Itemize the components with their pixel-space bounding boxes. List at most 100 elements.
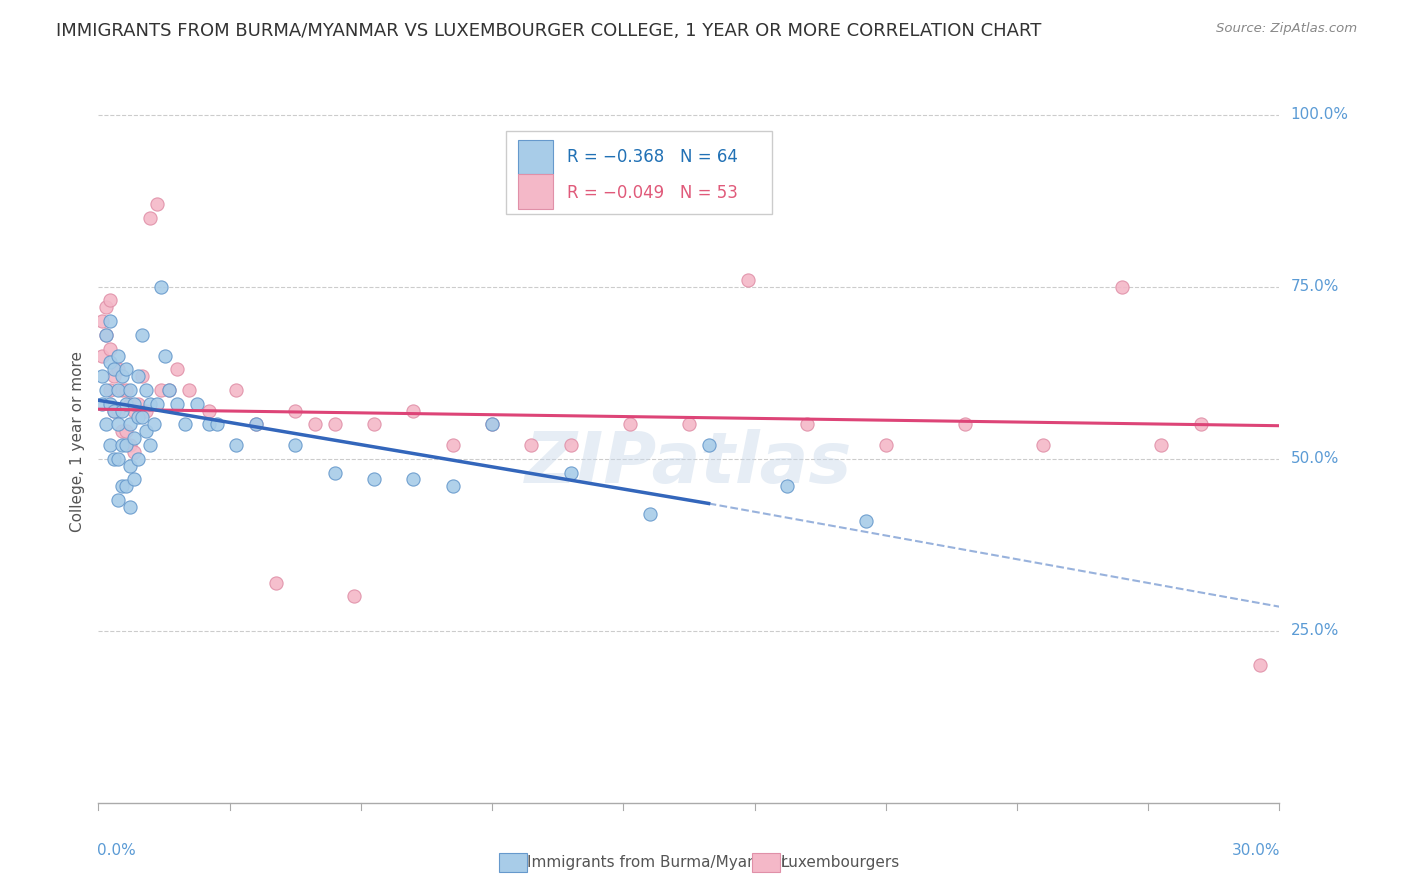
Point (131, 327, 153, 342)
FancyBboxPatch shape (506, 131, 772, 214)
Point (138, 397, 160, 411)
Point (560, 438, 582, 452)
Point (107, 417, 129, 432)
Point (98, 355, 121, 369)
Text: Immigrants from Burma/Myanmar: Immigrants from Burma/Myanmar (527, 855, 787, 870)
Point (1111, 279, 1133, 293)
Point (197, 403, 219, 417)
Point (560, 466, 582, 480)
Point (697, 438, 720, 452)
Text: 30.0%: 30.0% (1232, 843, 1281, 857)
Point (284, 438, 307, 452)
Point (481, 417, 503, 432)
Point (98, 438, 121, 452)
Point (135, 424, 157, 438)
Point (115, 397, 138, 411)
Point (166, 362, 188, 376)
Text: IMMIGRANTS FROM BURMA/MYANMAR VS LUXEMBOURGER COLLEGE, 1 YEAR OR MORE CORRELATIO: IMMIGRANTS FROM BURMA/MYANMAR VS LUXEMBO… (56, 22, 1042, 40)
Point (225, 438, 247, 452)
Text: ZIPatlas: ZIPatlas (526, 429, 852, 498)
Point (157, 383, 180, 397)
Text: 75.0%: 75.0% (1291, 279, 1339, 294)
Point (166, 397, 188, 411)
Point (1150, 438, 1173, 452)
Point (98, 342, 121, 356)
Point (107, 493, 129, 508)
Point (619, 417, 641, 432)
Point (1249, 658, 1271, 673)
Point (107, 349, 129, 363)
Point (127, 369, 149, 384)
Point (118, 417, 141, 432)
Point (737, 273, 759, 287)
Point (118, 383, 141, 397)
Point (776, 479, 799, 493)
Point (103, 362, 125, 376)
Point (678, 417, 700, 432)
Point (118, 500, 141, 514)
Point (150, 383, 173, 397)
Point (363, 472, 385, 486)
Point (115, 479, 138, 493)
Point (111, 403, 134, 417)
Point (441, 479, 464, 493)
Point (323, 417, 346, 432)
Point (363, 417, 385, 432)
Point (142, 417, 165, 432)
Point (107, 403, 129, 417)
Point (98, 293, 121, 308)
Point (131, 410, 153, 425)
Point (520, 438, 543, 452)
Point (146, 397, 169, 411)
Text: Luxembourgers: Luxembourgers (780, 855, 900, 870)
Point (127, 397, 149, 411)
Point (115, 424, 138, 438)
Point (111, 438, 134, 452)
Point (205, 417, 228, 432)
Point (111, 383, 134, 397)
Point (155, 349, 177, 363)
Point (98, 383, 121, 397)
Point (343, 590, 366, 604)
Point (118, 458, 141, 473)
Point (402, 472, 425, 486)
Point (855, 514, 877, 528)
Point (150, 279, 173, 293)
Point (103, 451, 125, 466)
Point (96, 383, 118, 397)
Point (953, 417, 976, 432)
Point (638, 507, 661, 521)
Point (481, 417, 503, 432)
Point (157, 383, 180, 397)
Point (96, 327, 118, 342)
Point (875, 438, 897, 452)
Point (796, 417, 818, 432)
Text: R = −0.049   N = 53: R = −0.049 N = 53 (567, 184, 738, 202)
Point (115, 438, 138, 452)
Point (186, 397, 208, 411)
Point (91, 369, 114, 384)
Point (118, 397, 141, 411)
Point (103, 403, 125, 417)
Point (103, 403, 125, 417)
Point (245, 417, 267, 432)
Point (177, 383, 200, 397)
Point (107, 451, 129, 466)
Point (115, 362, 138, 376)
Point (122, 445, 145, 459)
Point (103, 369, 125, 384)
Text: Source: ZipAtlas.com: Source: ZipAtlas.com (1216, 22, 1357, 36)
Point (135, 383, 157, 397)
Point (197, 417, 219, 432)
Point (115, 383, 138, 397)
Point (284, 403, 307, 417)
Point (1032, 438, 1054, 452)
Point (323, 466, 346, 480)
Point (174, 417, 197, 432)
Point (264, 575, 287, 590)
Point (91, 397, 114, 411)
Point (111, 424, 134, 438)
Point (111, 369, 134, 384)
Point (138, 211, 160, 225)
Point (122, 431, 145, 445)
